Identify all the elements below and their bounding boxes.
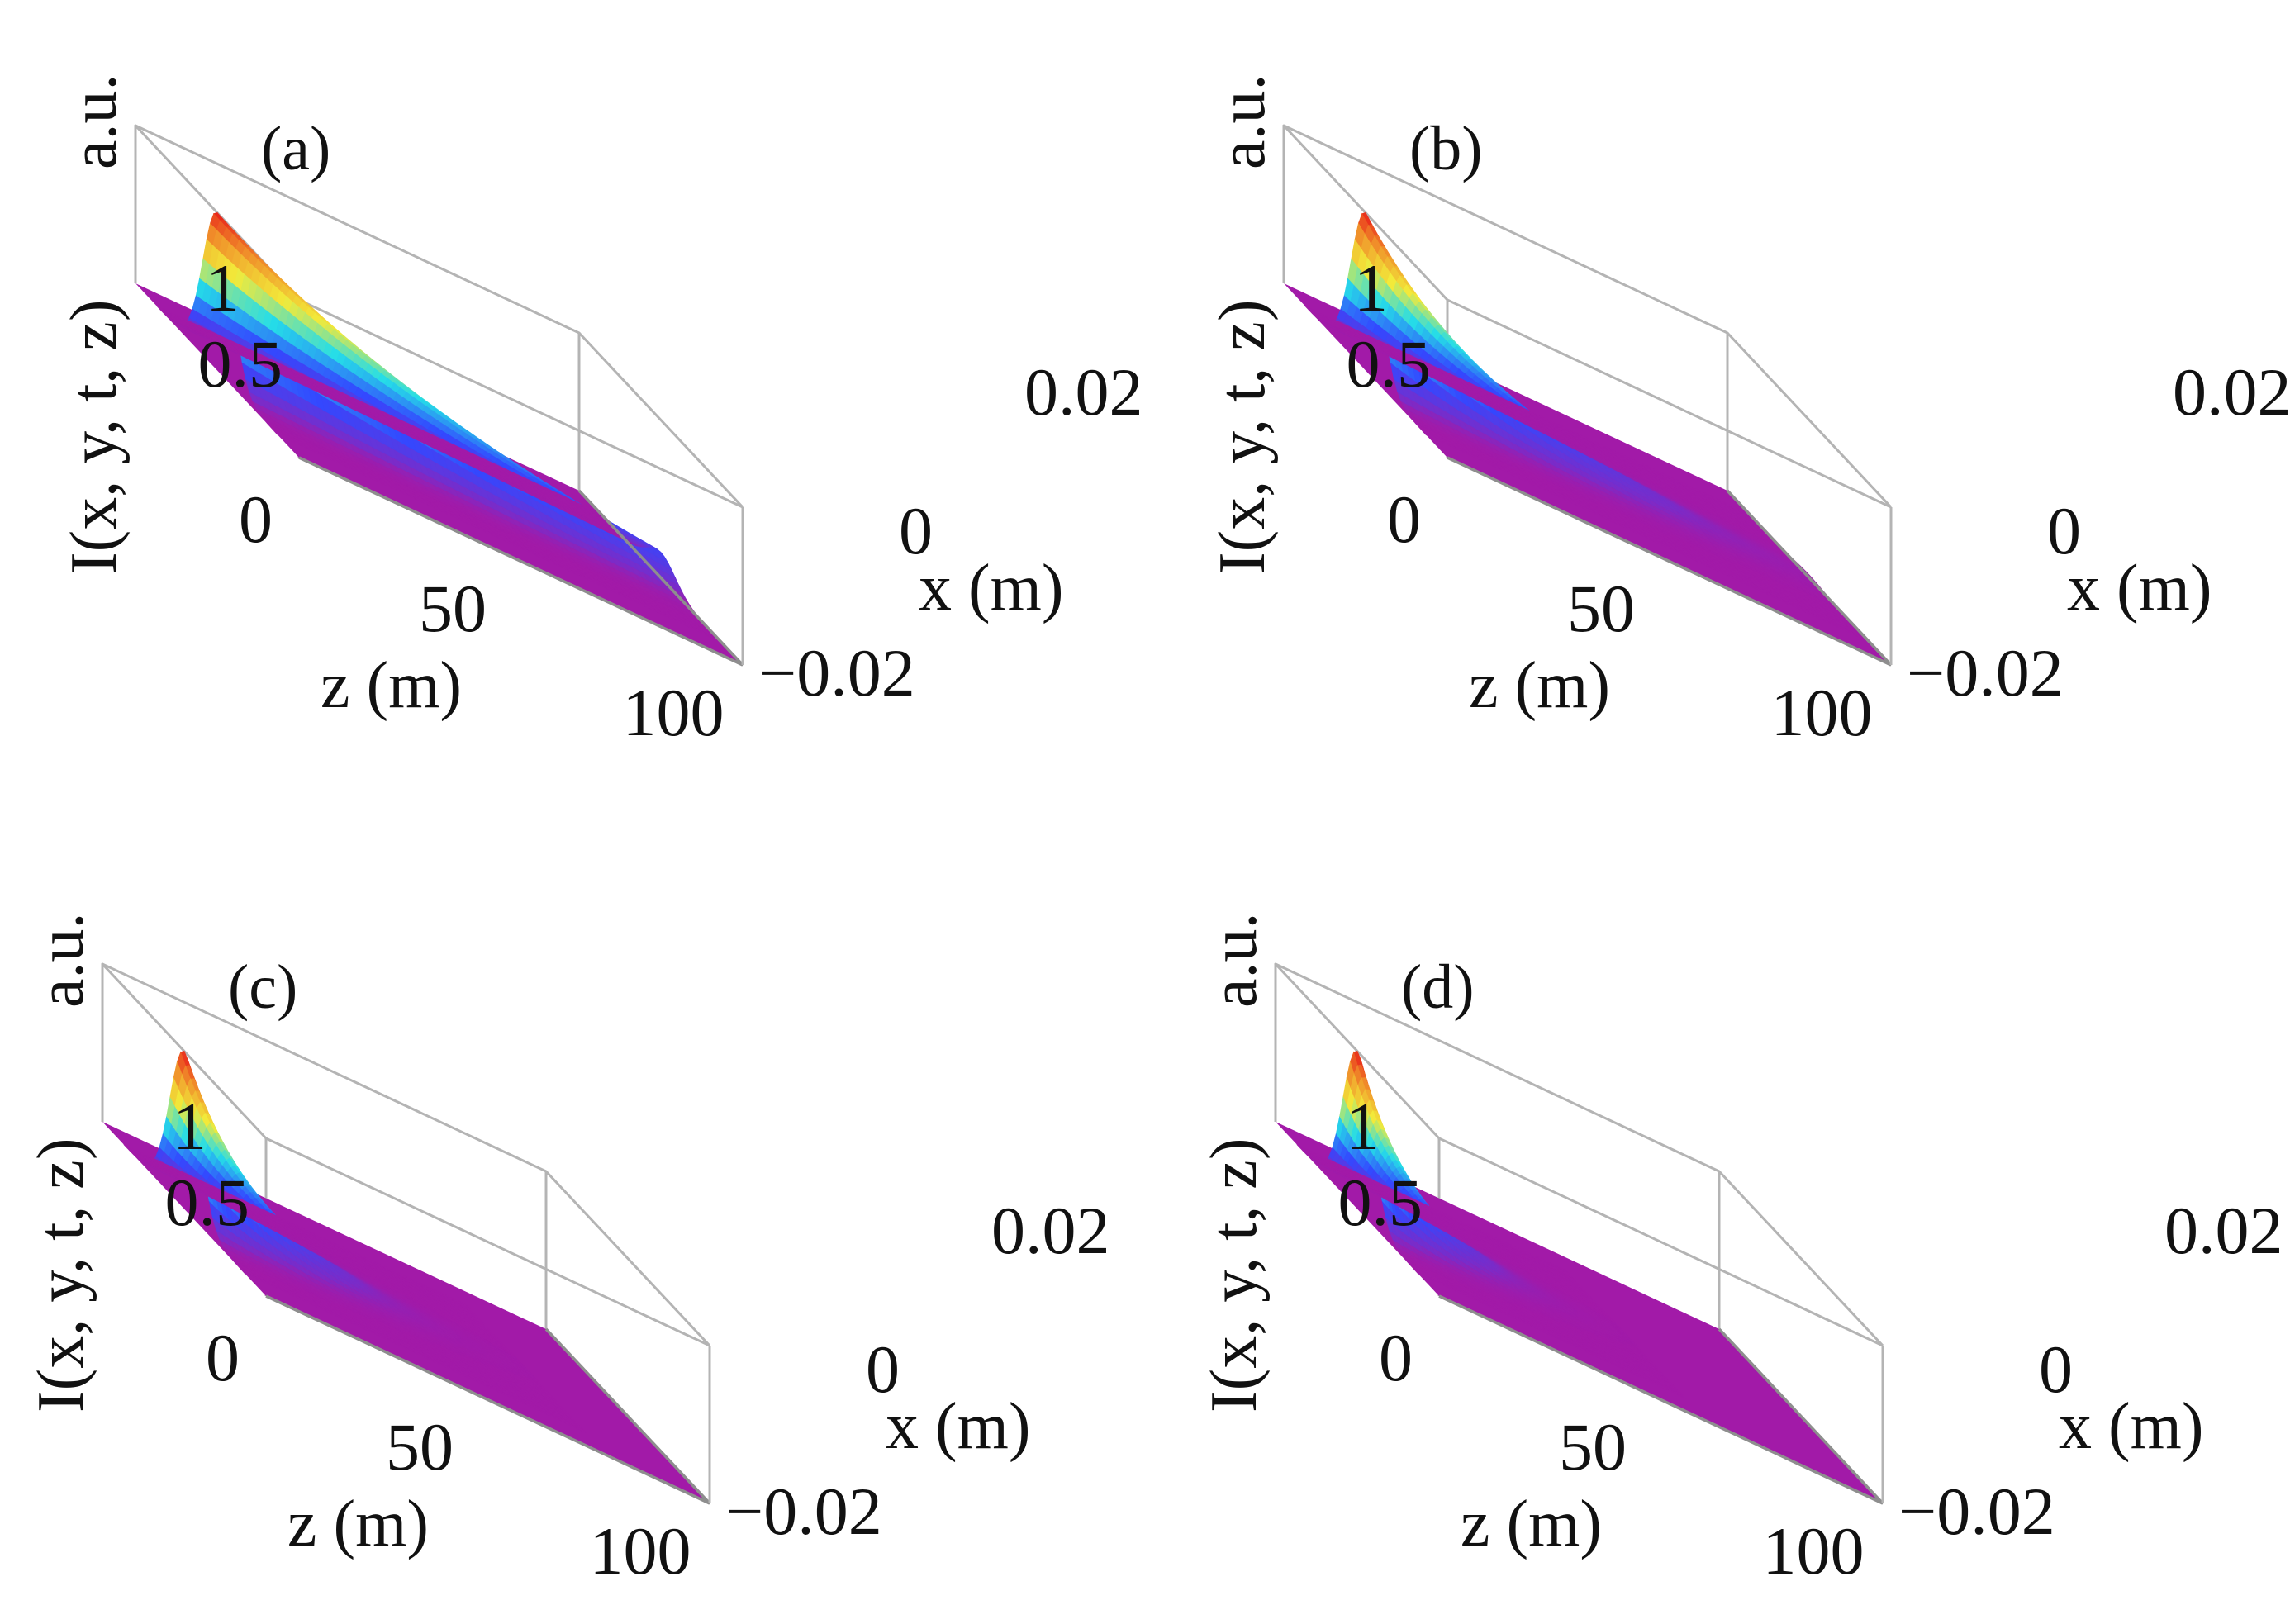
intensity-axis-label: I(x, y, t, z) <box>58 300 131 574</box>
panel-label: (a) <box>261 114 330 183</box>
intensity-tick-1: 1 <box>1354 250 1388 325</box>
x-tick-0-02: 0.02 <box>1024 354 1143 430</box>
z-tick-100: 100 <box>623 675 725 750</box>
x-axis-label: x (m) <box>919 552 1064 624</box>
panel-label: (b) <box>1409 114 1483 183</box>
intensity-unit-label: a.u. <box>58 74 131 169</box>
intensity-axis-label: I(x, y, t, z) <box>1206 300 1279 574</box>
z-axis-label: z (m) <box>1469 649 1610 722</box>
surface-mesh <box>156 212 722 643</box>
box-top-edge <box>1726 331 1893 509</box>
x-tick-minus-0-02: −0.02 <box>758 635 915 710</box>
z-tick-50: 50 <box>1567 571 1635 646</box>
intensity-tick-0-5: 0.5 <box>198 326 283 401</box>
intensity-unit-label: a.u. <box>1206 74 1279 169</box>
box-top-front-edge <box>298 298 744 509</box>
box-top-edge <box>544 1170 711 1347</box>
box-top-edge <box>577 331 744 509</box>
z-tick-100: 100 <box>1771 675 1873 750</box>
x-tick-0-02: 0.02 <box>2173 354 2290 430</box>
z-tick-50: 50 <box>419 571 487 646</box>
z-axis-label: z (m) <box>321 649 462 722</box>
intensity-tick-1: 1 <box>206 250 240 325</box>
intensity-tick-0: 0 <box>239 482 273 557</box>
x-tick-minus-0-02: −0.02 <box>1907 635 2064 710</box>
intensity-tick-0-5: 0.5 <box>1347 326 1432 401</box>
x-axis-label: x (m) <box>2067 552 2212 624</box>
intensity-tick-0: 0 <box>1387 482 1421 557</box>
